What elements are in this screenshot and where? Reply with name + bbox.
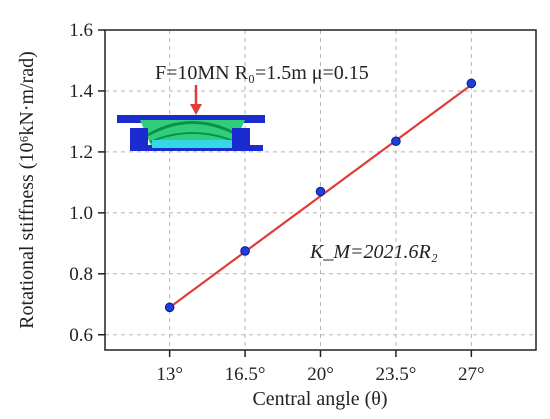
x-axis-label: Central angle (θ) [252,388,387,410]
y-tick-label: 1.4 [69,81,93,102]
x-tick-label: 20° [307,364,334,385]
y-tick-label: 0.8 [69,264,93,285]
data-points [164,78,477,313]
data-point [240,246,250,256]
formula-annotation: K_M=2021.6R₂ [309,241,438,263]
y-axis: 0.6 0.8 1.0 1.2 1.4 1.6 [69,20,105,346]
x-tick-label: 27° [458,364,485,385]
y-axis-label: Rotational stiffness (10⁶kN·m/rad) [16,51,38,329]
data-point [391,136,401,147]
x-tick-label: 13° [156,364,183,385]
data-point [164,302,175,313]
x-tick-label: 23.5° [375,364,416,385]
x-axis: 13° 16.5° 20° 23.5° 27° [156,350,485,385]
y-tick-label: 1.2 [69,142,93,163]
data-point [466,78,477,89]
y-tick-label: 0.6 [69,325,93,346]
load-annotation: F=10MN R₀=1.5m μ=0.15 [155,62,369,84]
data-point [315,186,326,197]
y-tick-label: 1.6 [69,20,93,41]
y-tick-label: 1.0 [69,203,93,224]
bearing-illustration [117,85,265,151]
x-tick-label: 16.5° [225,364,266,385]
